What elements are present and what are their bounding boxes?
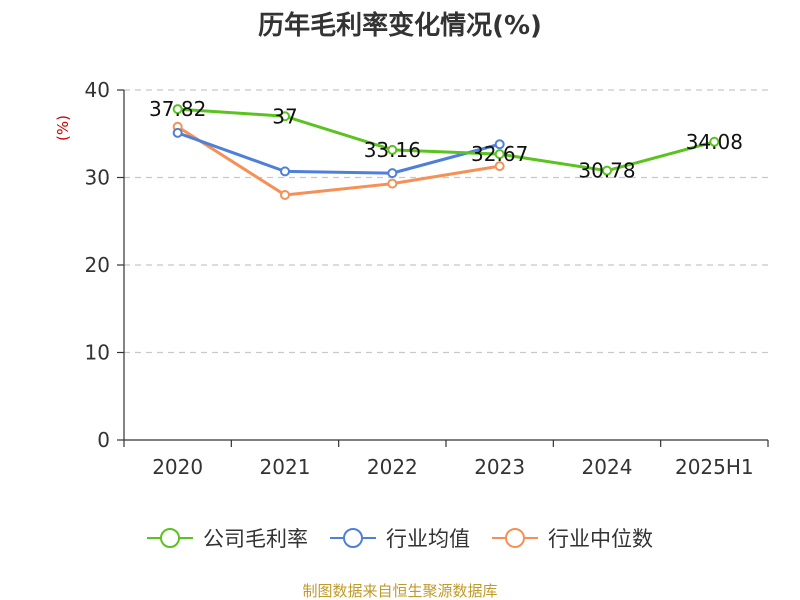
series-line-行业均值: [177, 131, 501, 175]
y-tick-label-10: 10: [85, 341, 110, 365]
point-公司毛利率-2020: [172, 104, 183, 115]
data-label-2024: 30.78: [578, 159, 635, 183]
x-tick-label-2021: 2021: [260, 455, 311, 479]
x-tick-label-2023: 2023: [474, 455, 525, 479]
grid: [124, 89, 768, 354]
data-label-2025H1: 34.08: [686, 130, 743, 154]
point-行业均值-2022: [387, 168, 398, 179]
legend-marker-行业均值: [343, 528, 363, 548]
point-公司毛利率-2021: [280, 111, 290, 122]
legend-item-行业中位数: 行业中位数: [492, 527, 653, 551]
x-tick-label-2024: 2024: [582, 455, 633, 479]
point-行业均值-2021: [280, 166, 290, 177]
point-行业中位数-2023: [494, 161, 505, 172]
point-公司毛利率-2022: [387, 144, 398, 155]
y-tick-label-20: 20: [85, 253, 110, 277]
legend-item-公司毛利率: 公司毛利率: [147, 527, 308, 551]
point-行业中位数-2021: [280, 190, 290, 200]
series-line-行业中位数: [176, 125, 500, 197]
point-行业均值-2020: [172, 127, 183, 138]
legend-marker-公司毛利率: [160, 528, 180, 548]
x-tick-label-2025H1: 2025H1: [675, 455, 754, 479]
data-label-2023: 32.67: [471, 142, 528, 166]
legend-label-公司毛利率: 公司毛利率: [203, 527, 308, 551]
legend: 公司毛利率 行业均值 行业中位数: [147, 527, 653, 551]
y-axis-label: (%): [54, 115, 72, 141]
series-公司毛利率: [172, 104, 720, 176]
legend-label-行业均值: 行业均值: [386, 527, 470, 551]
data-label-2020: 37.82: [149, 97, 206, 121]
y-tick-label-30: 30: [85, 166, 110, 190]
y-tick-label-40: 40: [85, 78, 110, 102]
x-tick-label-2022: 2022: [367, 455, 418, 479]
data-label-2021: 37: [272, 104, 297, 128]
point-行业中位数-2022: [387, 178, 398, 189]
legend-item-行业均值: 行业均值: [330, 527, 470, 551]
series-行业均值: [172, 127, 505, 179]
data-label-2022: 33.16: [364, 138, 421, 162]
chart-title: 历年毛利率变化情况(%): [258, 10, 542, 41]
point-公司毛利率-2025H1: [709, 136, 720, 147]
axes: 0 10 20 30 40 2020 2021 2022 2023 2024 2025H1: [85, 78, 769, 479]
x-tick-label-2020: 2020: [152, 455, 203, 479]
y-tick-label-0: 0: [97, 428, 110, 452]
legend-label-行业中位数: 行业中位数: [548, 527, 653, 551]
legend-marker-行业中位数: [505, 528, 525, 548]
source-note: 制图数据来自恒生聚源数据库: [302, 582, 497, 600]
point-行业均值-2023: [494, 139, 505, 150]
series-layer: [172, 104, 720, 200]
point-公司毛利率-2023: [494, 149, 505, 160]
point-公司毛利率-2024: [602, 165, 612, 176]
series-line-公司毛利率: [177, 107, 715, 173]
data-labels: 37.82 37 33.16 32.67 30.78 34.08: [149, 97, 743, 183]
